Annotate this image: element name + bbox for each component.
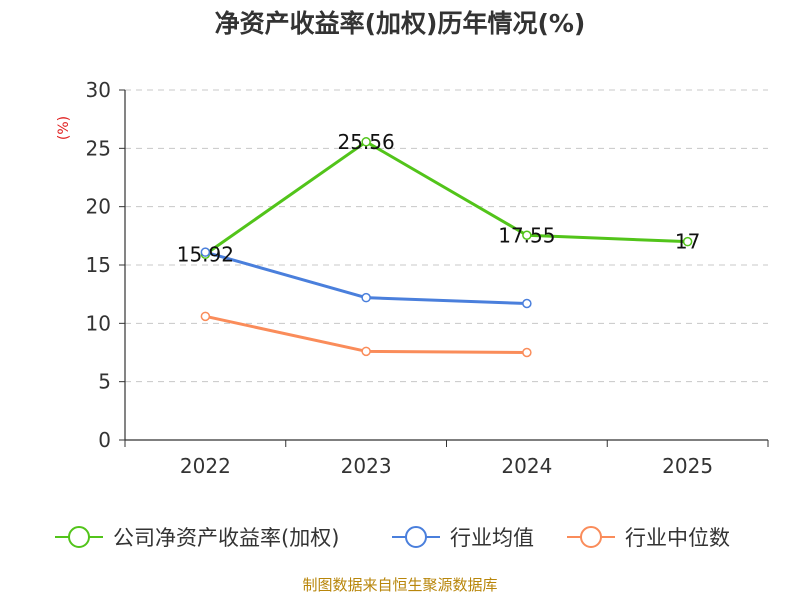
- data-point: [200, 311, 211, 322]
- data-point: [522, 298, 532, 309]
- x-tick-label: 2024: [501, 454, 552, 478]
- data-label: 17.55: [498, 223, 555, 247]
- y-tick-label: 25: [86, 136, 111, 160]
- y-tick-label: 0: [98, 428, 111, 452]
- legend-item: 行业均值: [392, 526, 534, 550]
- legend-marker: [68, 526, 90, 548]
- data-label: 25.56: [337, 130, 394, 154]
- series-3: [200, 311, 532, 358]
- legend-item: 公司净资产收益率(加权): [55, 526, 339, 550]
- x-tick-label: 2023: [341, 454, 392, 478]
- legend-marker: [580, 526, 602, 548]
- legend-label: 公司净资产收益率(加权): [113, 526, 339, 550]
- legend: 公司净资产收益率(加权) 行业均值 行业中位数: [55, 526, 730, 550]
- data-point: [361, 346, 371, 357]
- series-group: [200, 137, 693, 358]
- data-point: [200, 247, 211, 257]
- data-point: [361, 137, 371, 147]
- source-note: 制图数据来自恒生聚源数据库: [302, 576, 497, 594]
- y-tick-label: 30: [86, 78, 111, 102]
- legend-label: 行业均值: [450, 526, 534, 550]
- legend-label: 行业中位数: [625, 526, 730, 550]
- series-line: [204, 140, 688, 256]
- legend-item: 行业中位数: [567, 526, 730, 550]
- series-1: [200, 137, 693, 260]
- data-label: 17: [675, 230, 700, 254]
- gridlines: [125, 89, 768, 383]
- chart-title: 净资产收益率(加权)历年情况(%): [215, 9, 586, 38]
- y-tick-label: 10: [86, 311, 111, 335]
- y-tick-label: 15: [86, 253, 111, 277]
- x-tick-label: 2022: [180, 454, 231, 478]
- data-point: [522, 347, 532, 358]
- y-axis-label: (%): [56, 116, 72, 140]
- data-point: [361, 292, 371, 303]
- x-tick-label: 2025: [662, 454, 713, 478]
- data-label: 15.92: [177, 242, 234, 266]
- y-tick-label: 20: [86, 195, 111, 219]
- legend-marker: [405, 526, 427, 548]
- y-tick-label: 5: [98, 370, 111, 394]
- series-2: [200, 247, 532, 309]
- data-point: [682, 236, 693, 247]
- data-point: [522, 230, 532, 240]
- data-labels: 15.92 25.56 17.55 17: [177, 130, 701, 266]
